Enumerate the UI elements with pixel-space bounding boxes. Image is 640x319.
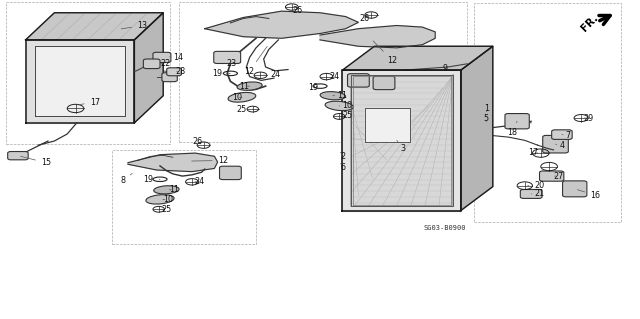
Ellipse shape [237,82,262,90]
FancyBboxPatch shape [214,51,241,63]
Text: 22: 22 [160,59,170,68]
Ellipse shape [325,101,353,111]
Text: 28: 28 [175,67,186,76]
Text: 15: 15 [20,156,51,167]
FancyBboxPatch shape [520,189,542,198]
Text: 4: 4 [556,141,564,150]
FancyBboxPatch shape [543,135,568,153]
Text: 20: 20 [527,181,545,190]
Text: 26: 26 [292,6,302,15]
Text: 12: 12 [373,41,397,65]
FancyBboxPatch shape [8,152,28,160]
Text: 23: 23 [227,59,237,68]
FancyBboxPatch shape [166,68,182,76]
Ellipse shape [154,186,179,194]
FancyBboxPatch shape [153,52,171,63]
Text: 11: 11 [169,185,179,194]
Text: 2: 2 [340,152,346,161]
FancyBboxPatch shape [143,59,160,69]
Text: 10: 10 [163,195,173,204]
FancyBboxPatch shape [552,130,572,139]
Polygon shape [26,40,134,123]
Text: 25: 25 [161,205,172,214]
FancyBboxPatch shape [540,171,564,181]
Ellipse shape [228,93,256,102]
Polygon shape [134,13,163,123]
FancyBboxPatch shape [563,181,587,197]
Polygon shape [26,13,163,40]
Text: 5: 5 [484,114,489,123]
Text: SG03-B0900: SG03-B0900 [424,225,466,231]
Text: 14: 14 [170,53,183,62]
Polygon shape [128,153,218,172]
Text: 26: 26 [192,137,202,146]
Text: 17: 17 [78,98,100,107]
Polygon shape [35,46,125,116]
Text: 9: 9 [442,64,447,73]
Text: 26: 26 [360,14,370,23]
Text: 16: 16 [577,190,600,200]
Text: 25: 25 [339,111,353,120]
Text: 10: 10 [339,101,353,110]
Text: 1: 1 [484,104,489,113]
Polygon shape [351,75,453,206]
FancyBboxPatch shape [505,114,529,129]
Text: 29: 29 [584,114,594,122]
Polygon shape [365,108,410,142]
Ellipse shape [146,195,174,204]
Text: 12: 12 [191,156,228,165]
Text: 25: 25 [237,105,253,114]
Text: 21: 21 [531,189,545,198]
Text: 12: 12 [244,46,267,76]
Text: 6: 6 [340,163,346,172]
Polygon shape [461,46,493,211]
FancyBboxPatch shape [348,74,369,87]
Text: 17: 17 [528,148,538,157]
Text: 18: 18 [507,121,517,137]
Text: 24: 24 [263,70,280,79]
Text: 13: 13 [121,21,147,30]
FancyBboxPatch shape [220,166,241,180]
Polygon shape [342,46,493,70]
Polygon shape [320,26,435,48]
Polygon shape [342,70,461,211]
Text: 11: 11 [333,91,348,100]
Text: 10: 10 [232,93,242,102]
Text: FR.: FR. [580,13,600,34]
Text: 24: 24 [195,177,205,186]
Text: 19: 19 [212,69,230,78]
Text: 24: 24 [326,72,340,81]
Text: 3: 3 [397,140,406,153]
Text: 19: 19 [143,175,160,184]
Ellipse shape [320,92,346,100]
FancyBboxPatch shape [373,76,395,90]
Text: 19: 19 [308,83,319,92]
Text: 8: 8 [120,173,132,185]
Text: 11: 11 [239,82,250,91]
FancyBboxPatch shape [162,73,177,82]
Text: 27: 27 [554,172,564,181]
Polygon shape [205,11,358,38]
Text: 7: 7 [562,131,571,140]
